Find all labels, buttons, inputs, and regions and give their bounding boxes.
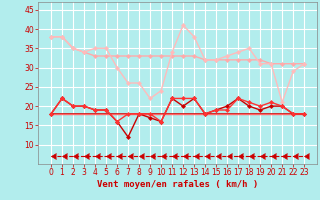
X-axis label: Vent moyen/en rafales ( km/h ): Vent moyen/en rafales ( km/h ) bbox=[97, 180, 258, 189]
